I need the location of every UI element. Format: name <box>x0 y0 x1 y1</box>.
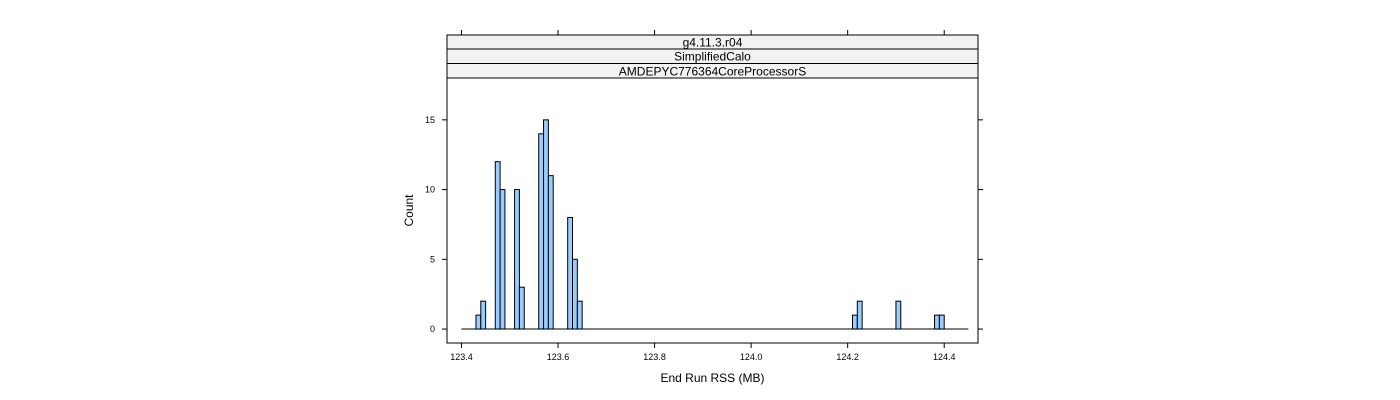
histogram-bar-16 <box>938 314 945 330</box>
x-tick-label-3: 124.0 <box>740 352 763 362</box>
histogram-bar-10 <box>572 258 578 330</box>
histogram-bar-4 <box>514 189 520 330</box>
y-tick-label-0: 0 <box>430 324 435 334</box>
strip-header-1: SimplifiedCalo <box>446 48 979 64</box>
strip-label-2: AMDEPYC776364CoreProcessorS <box>619 65 806 79</box>
y-axis-title: Count <box>402 194 416 227</box>
strip-header-0: g4.11.3.r04 <box>446 34 979 50</box>
plot-panel <box>446 77 979 344</box>
strip-headers: g4.11.3.r04 SimplifiedCalo AMDEPYC776364… <box>446 34 979 79</box>
histogram-bar-9 <box>567 216 574 330</box>
histogram-bar-15 <box>934 314 940 330</box>
histogram-bar-12 <box>851 314 858 330</box>
histogram-bar-7 <box>543 119 549 330</box>
histogram-bar-1 <box>480 300 487 330</box>
x-tick-label-2: 123.8 <box>643 352 666 362</box>
x-axis-title: End Run RSS (MB) <box>660 371 764 385</box>
strip-label-0: g4.11.3.r04 <box>683 36 743 50</box>
y-axis-ticks: 0 5 10 15 <box>425 115 983 334</box>
histogram-bar-11 <box>576 300 583 330</box>
histogram-bar-8 <box>547 175 554 330</box>
x-tick-label-0: 123.4 <box>450 352 473 362</box>
histogram-bar-0 <box>475 314 482 330</box>
x-axis-ticks: 123.4 123.6 123.8 124.0 124.2 124.4 <box>450 30 955 362</box>
strip-label-1: SimplifiedCalo <box>674 50 751 64</box>
histogram-bar-6 <box>538 133 545 330</box>
histogram-bar-13 <box>856 300 863 330</box>
x-tick-label-1: 123.6 <box>547 352 570 362</box>
histogram-bar-3 <box>499 189 506 330</box>
histogram-bar-2 <box>494 161 501 330</box>
x-tick-label-5: 124.4 <box>933 352 956 362</box>
y-tick-label-2: 10 <box>425 185 435 195</box>
y-tick-label-3: 15 <box>425 115 435 125</box>
histogram-bar-14 <box>895 300 902 330</box>
y-tick-label-1: 5 <box>430 254 435 264</box>
x-tick-label-4: 124.2 <box>836 352 859 362</box>
strip-header-2: AMDEPYC776364CoreProcessorS <box>446 63 979 79</box>
histogram-bars <box>475 119 945 330</box>
histogram-bar-5 <box>518 286 525 330</box>
